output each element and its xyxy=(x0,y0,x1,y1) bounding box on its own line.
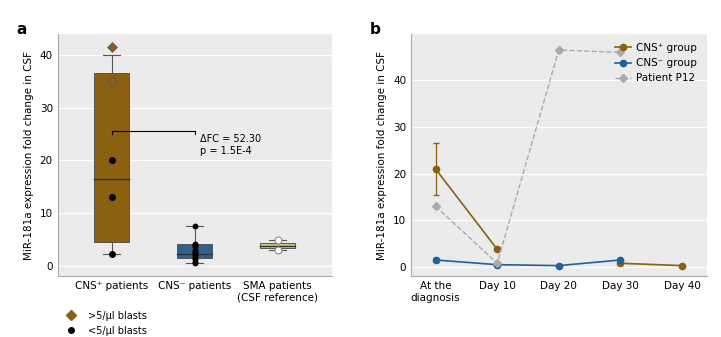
Text: b: b xyxy=(370,22,381,37)
CNS⁻ group xyxy=(554,264,563,268)
CNS⁻ group xyxy=(616,258,624,262)
Bar xyxy=(94,73,129,242)
CNS⁻ group xyxy=(493,263,502,267)
CNS⁺ group xyxy=(616,261,624,265)
Bar xyxy=(177,244,212,258)
CNS⁻ group xyxy=(431,258,440,262)
Line: Patient P12: Patient P12 xyxy=(433,47,624,267)
Line: CNS⁻ group: CNS⁻ group xyxy=(433,257,624,269)
Text: ΔFC = 52.30
p = 1.5E-4: ΔFC = 52.30 p = 1.5E-4 xyxy=(200,134,261,155)
Patient P12 xyxy=(493,261,502,265)
Legend: >5/µl blasts, <5/µl blasts: >5/µl blasts, <5/µl blasts xyxy=(57,307,151,337)
Y-axis label: MiR-181a expression fold change in CSF: MiR-181a expression fold change in CSF xyxy=(377,51,387,259)
Y-axis label: MiR-181a expression fold change in CSF: MiR-181a expression fold change in CSF xyxy=(24,51,34,259)
Legend: CNS⁺ group, CNS⁻ group, Patient P12: CNS⁺ group, CNS⁻ group, Patient P12 xyxy=(611,39,702,88)
Patient P12 xyxy=(616,50,624,54)
CNS⁺ group xyxy=(678,264,686,268)
Bar xyxy=(260,243,295,248)
Line: CNS⁺ group: CNS⁺ group xyxy=(617,260,685,269)
Patient P12 xyxy=(554,48,563,52)
Text: a: a xyxy=(17,22,27,37)
Patient P12 xyxy=(431,204,440,208)
